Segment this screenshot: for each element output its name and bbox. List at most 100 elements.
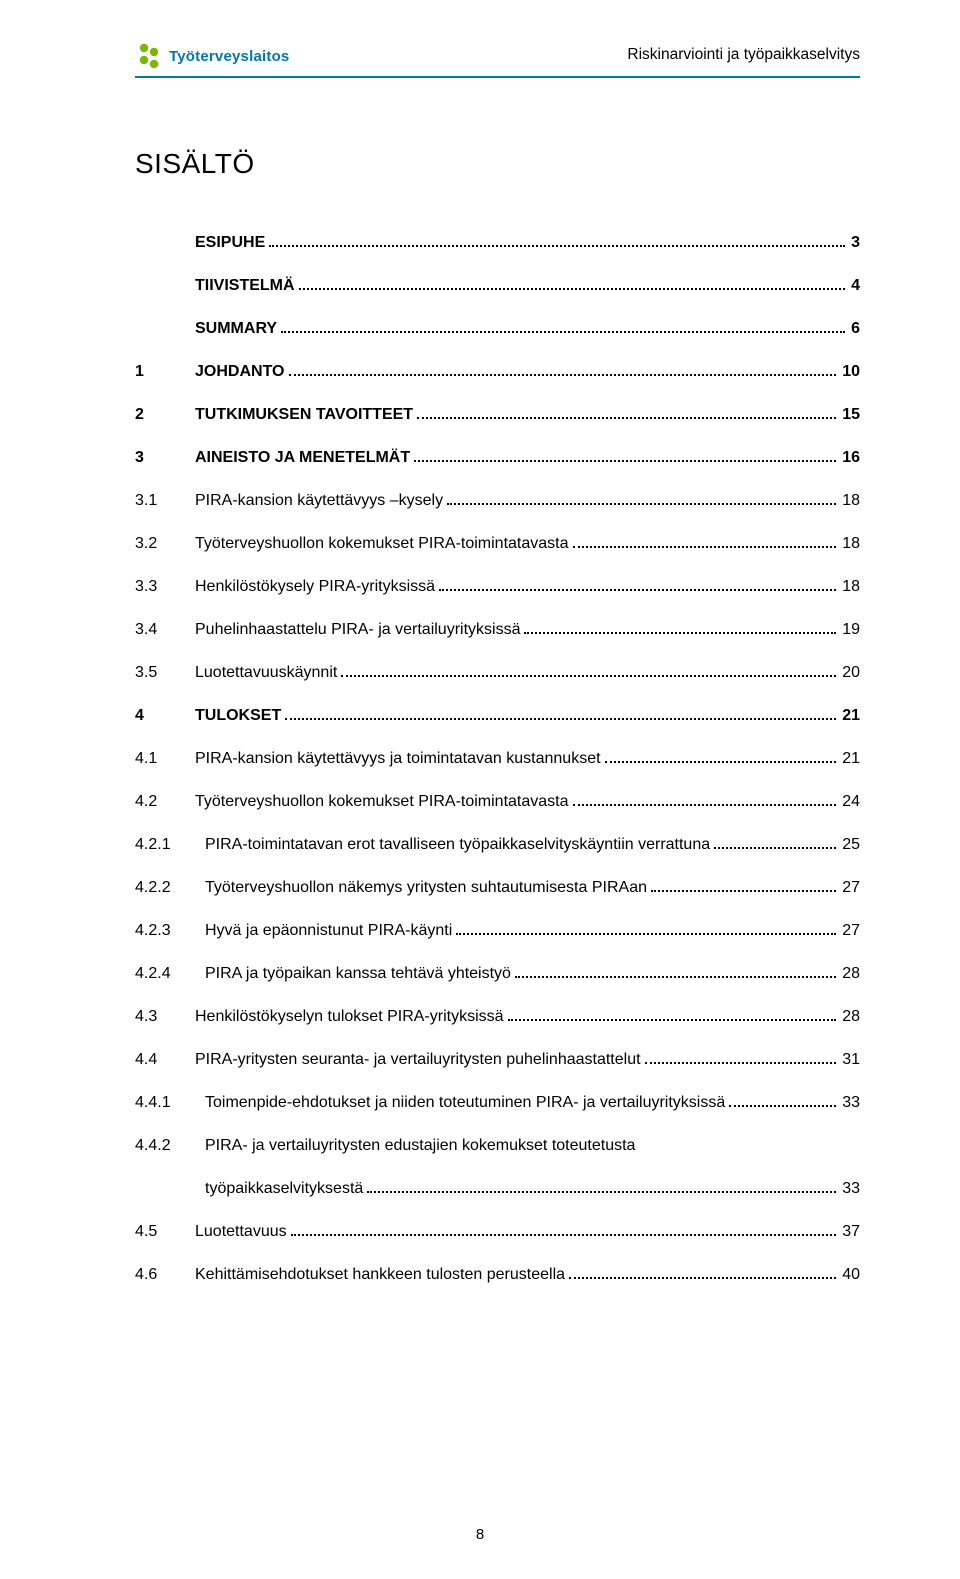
toc-entry-label: TUTKIMUKSEN TAVOITTEET <box>195 406 413 424</box>
table-of-contents: ESIPUHE 3 TIIVISTELMÄ 4 SUMMARY 6 1JOHDANTO 10 2… <box>135 234 860 1284</box>
toc-entry-label: PIRA-kansion käytettävyys ja toimintatav… <box>195 750 601 768</box>
toc-entry-number: 1 <box>135 363 195 381</box>
toc-entry: 3AINEISTO JA MENETELMÄT 16 <box>135 449 860 467</box>
toc-entry-number: 3.5 <box>135 664 195 682</box>
toc-entry-label: TULOKSET <box>195 707 281 725</box>
toc-entry-page: 16 <box>840 449 860 467</box>
toc-entry-label: Henkilöstökyselyn tulokset PIRA-yrityksi… <box>195 1008 504 1026</box>
toc-entry-number: 4.4.2 <box>135 1137 205 1155</box>
toc-entry-page: 40 <box>840 1266 860 1284</box>
toc-leader-dots <box>417 417 836 419</box>
page-title: SISÄLTÖ <box>135 148 860 180</box>
toc-entry-number: 4.2.3 <box>135 922 205 940</box>
toc-entry-label: PIRA-toimintatavan erot tavalliseen työp… <box>205 836 710 854</box>
toc-entry-page: 6 <box>849 320 860 338</box>
toc-entry-number: 4.2.4 <box>135 965 205 983</box>
document-header-title: Riskinarviointi ja työpaikkaselvitys <box>627 42 860 64</box>
toc-entry-number: 4.2.2 <box>135 879 205 897</box>
toc-entry: 4TULOKSET21 <box>135 707 860 725</box>
toc-entry-number: 2 <box>135 406 195 424</box>
logo-text: Työterveyslaitos <box>169 48 289 65</box>
toc-entry: 4.6Kehittämisehdotukset hankkeen tuloste… <box>135 1266 860 1284</box>
toc-leader-dots <box>714 847 836 849</box>
toc-entry-number: 4.5 <box>135 1223 195 1241</box>
toc-leader-dots <box>729 1105 836 1107</box>
toc-entry: 3.4Puhelinhaastattelu PIRA- ja vertailuy… <box>135 621 860 639</box>
toc-entry: 4.2.4PIRA ja työpaikan kanssa tehtävä yh… <box>135 965 860 983</box>
toc-entry-label: Puhelinhaastattelu PIRA- ja vertailuyrit… <box>195 621 520 639</box>
toc-entry-label: Toimenpide-ehdotukset ja niiden toteutum… <box>205 1094 725 1112</box>
toc-leader-dots <box>291 1234 837 1236</box>
toc-entry-label: Henkilöstökysely PIRA-yrityksissä <box>195 578 435 596</box>
brand-logo: Työterveyslaitos <box>135 42 289 70</box>
toc-leader-dots <box>341 675 836 677</box>
page-number: 8 <box>0 1526 960 1543</box>
toc-entry: 3.1PIRA-kansion käytettävyys –kysely18 <box>135 492 860 510</box>
toc-entry-page: 15 <box>840 406 860 424</box>
toc-leader-dots <box>439 589 836 591</box>
toc-entry-page: 10 <box>840 363 860 381</box>
toc-entry: TIIVISTELMÄ 4 <box>135 277 860 295</box>
toc-entry-page: 24 <box>840 793 860 811</box>
toc-entry-label: PIRA-yritysten seuranta- ja vertailuyrit… <box>195 1051 641 1069</box>
toc-entry-number: 4.6 <box>135 1266 195 1284</box>
toc-entry-label: Luotettavuuskäynnit <box>195 664 337 682</box>
toc-entry: 4.2.1PIRA-toimintatavan erot tavalliseen… <box>135 836 860 854</box>
toc-leader-dots <box>456 933 836 935</box>
toc-leader-dots <box>651 890 836 892</box>
toc-entry-label: Työterveyshuollon näkemys yritysten suht… <box>205 879 647 897</box>
toc-entry: 4.4.1Toimenpide-ehdotukset ja niiden tot… <box>135 1094 860 1112</box>
toc-leader-dots <box>508 1019 837 1021</box>
toc-entry-page: 25 <box>840 836 860 854</box>
toc-entry-page: 3 <box>849 234 860 252</box>
toc-entry: ESIPUHE 3 <box>135 234 860 252</box>
toc-leader-dots <box>605 761 837 763</box>
toc-entry-line1: 4.4.2PIRA- ja vertailuyritysten edustaji… <box>135 1137 860 1155</box>
toc-leader-dots <box>289 374 837 376</box>
toc-entry-label: TIIVISTELMÄ <box>195 277 295 295</box>
toc-entry: 4.4PIRA-yritysten seuranta- ja vertailuy… <box>135 1051 860 1069</box>
toc-entry-page: 37 <box>840 1223 860 1241</box>
toc-entry-page: 28 <box>840 1008 860 1026</box>
toc-entry: 2TUTKIMUKSEN TAVOITTEET 15 <box>135 406 860 424</box>
toc-entry-number: 4.2 <box>135 793 195 811</box>
toc-entry: 4.4.2PIRA- ja vertailuyritysten edustaji… <box>135 1137 860 1198</box>
toc-entry-label: PIRA- ja vertailuyritysten edustajien ko… <box>205 1137 635 1155</box>
toc-entry-page: 33 <box>840 1180 860 1198</box>
toc-entry-number: 3.3 <box>135 578 195 596</box>
logo-icon <box>135 42 163 70</box>
toc-entry: 4.3Henkilöstökyselyn tulokset PIRA-yrity… <box>135 1008 860 1026</box>
toc-entry-number: 4.4 <box>135 1051 195 1069</box>
toc-entry-page: 21 <box>840 707 860 725</box>
toc-entry-number: 3.1 <box>135 492 195 510</box>
toc-entry-label: Kehittämisehdotukset hankkeen tulosten p… <box>195 1266 565 1284</box>
toc-entry-label-continued: työpaikkaselvityksestä <box>205 1180 363 1198</box>
toc-entry-number: 3 <box>135 449 195 467</box>
toc-leader-dots <box>573 804 837 806</box>
toc-leader-dots <box>367 1191 836 1193</box>
toc-entry-label: PIRA ja työpaikan kanssa tehtävä yhteist… <box>205 965 511 983</box>
toc-entry-page: 18 <box>840 535 860 553</box>
toc-entry-page: 20 <box>840 664 860 682</box>
toc-entry-number: 3.4 <box>135 621 195 639</box>
toc-entry-label: JOHDANTO <box>195 363 285 381</box>
toc-entry: 3.2Työterveyshuollon kokemukset PIRA-toi… <box>135 535 860 553</box>
toc-entry: 4.5Luotettavuus 37 <box>135 1223 860 1241</box>
toc-entry-label: SUMMARY <box>195 320 277 338</box>
toc-entry-label: AINEISTO JA MENETELMÄT <box>195 449 410 467</box>
toc-entry-page: 27 <box>840 922 860 940</box>
toc-leader-dots <box>515 976 836 978</box>
toc-entry-page: 31 <box>840 1051 860 1069</box>
toc-entry-line2: työpaikkaselvityksestä 33 <box>135 1180 860 1198</box>
toc-entry: 1JOHDANTO 10 <box>135 363 860 381</box>
toc-entry-page: 18 <box>840 578 860 596</box>
header-divider <box>135 76 860 78</box>
toc-entry: 4.2Työterveyshuollon kokemukset PIRA-toi… <box>135 793 860 811</box>
toc-entry-number: 4.2.1 <box>135 836 205 854</box>
toc-entry-number: 4.4.1 <box>135 1094 205 1112</box>
toc-entry: 3.3Henkilöstökysely PIRA-yrityksissä 18 <box>135 578 860 596</box>
toc-entry-page: 4 <box>849 277 860 295</box>
toc-entry-label: ESIPUHE <box>195 234 265 252</box>
toc-entry-label: Luotettavuus <box>195 1223 287 1241</box>
toc-entry-page: 28 <box>840 965 860 983</box>
